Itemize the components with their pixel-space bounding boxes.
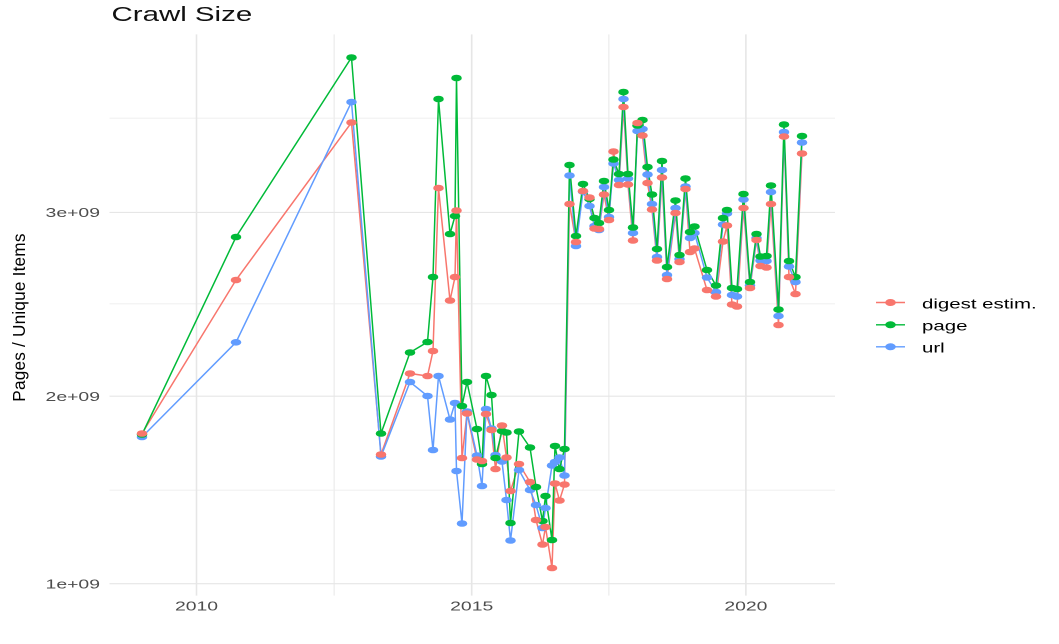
svg-text:url: url [922, 340, 945, 356]
svg-text:2015: 2015 [450, 599, 493, 614]
svg-text:Crawl Size: Crawl Size [112, 4, 253, 26]
svg-text:1e+09: 1e+09 [46, 577, 100, 592]
svg-text:Pages / Unique Items: Pages / Unique Items [9, 233, 29, 401]
svg-text:digest estim.: digest estim. [922, 296, 1037, 312]
svg-text:2010: 2010 [175, 599, 218, 614]
svg-text:2e+09: 2e+09 [46, 389, 100, 404]
svg-text:page: page [922, 318, 967, 334]
svg-text:3e+09: 3e+09 [46, 205, 100, 220]
svg-text:2020: 2020 [724, 599, 767, 614]
